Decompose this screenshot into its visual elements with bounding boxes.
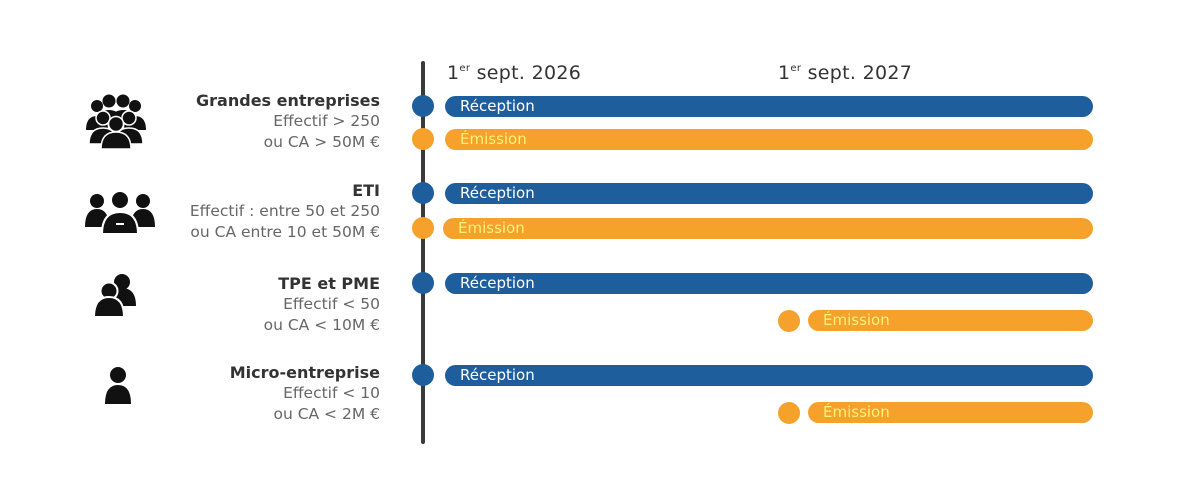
reception-start-dot bbox=[412, 182, 434, 204]
category-title: TPE et PME bbox=[278, 274, 380, 293]
emission-bar: Émission bbox=[808, 402, 1093, 423]
category-grandes-entreprises: Grandes entreprises Effectif > 250 ou CA… bbox=[196, 90, 380, 153]
category-criteria-line: Effectif < 10 bbox=[283, 384, 380, 402]
category-criteria-line: ou CA > 50M € bbox=[263, 133, 380, 151]
emission-bar: Émission bbox=[443, 218, 1093, 239]
emission-start-dot bbox=[778, 310, 800, 332]
category-criteria-line: ou CA < 2M € bbox=[273, 405, 380, 423]
emission-start-dot bbox=[778, 402, 800, 424]
category-criteria-line: ou CA < 10M € bbox=[263, 316, 380, 334]
reception-bar: Réception bbox=[445, 183, 1093, 204]
category-criteria-line: Effectif > 250 bbox=[273, 112, 380, 130]
reception-start-dot bbox=[412, 95, 434, 117]
category-criteria-line: Effectif : entre 50 et 250 bbox=[189, 202, 380, 220]
category-micro-entreprise: Micro-entreprise Effectif < 10 ou CA < 2… bbox=[230, 362, 380, 425]
large-group-people-icon bbox=[83, 92, 149, 155]
date-label-2027: 1er sept. 2027 bbox=[778, 62, 913, 84]
category-eti: ETI Effectif : entre 50 et 250 ou CA ent… bbox=[190, 180, 380, 243]
date-label-2026: 1er sept. 2026 bbox=[447, 62, 582, 84]
emission-bar: Émission bbox=[445, 129, 1093, 150]
reception-start-dot bbox=[412, 272, 434, 294]
timeline-axis bbox=[421, 61, 425, 444]
reception-bar: Réception bbox=[445, 365, 1093, 386]
category-title: Micro-entreprise bbox=[229, 363, 380, 382]
reception-start-dot bbox=[412, 364, 434, 386]
category-criteria-line: Effectif < 50 bbox=[283, 295, 380, 313]
reception-bar: Réception bbox=[445, 273, 1093, 294]
emission-bar: Émission bbox=[808, 310, 1093, 331]
category-title: ETI bbox=[352, 181, 380, 200]
group-business-people-icon bbox=[85, 189, 155, 240]
two-people-icon bbox=[92, 272, 136, 323]
category-title: Grandes entreprises bbox=[196, 91, 380, 110]
single-person-icon bbox=[104, 366, 132, 409]
emission-start-dot bbox=[412, 217, 434, 239]
reception-bar: Réception bbox=[445, 96, 1093, 117]
emission-start-dot bbox=[412, 128, 434, 150]
category-tpe-pme: TPE et PME Effectif < 50 ou CA < 10M € bbox=[264, 273, 380, 336]
category-criteria-line: ou CA entre 10 et 50M € bbox=[190, 223, 380, 241]
